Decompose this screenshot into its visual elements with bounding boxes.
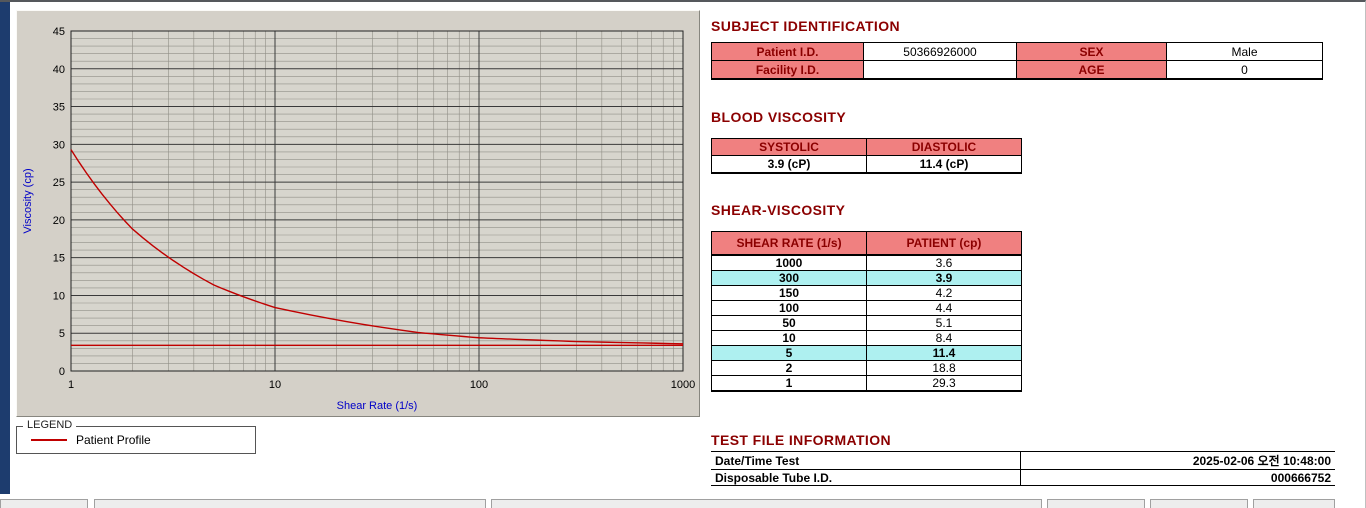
patient-id-value: 50366926000 <box>863 42 1017 61</box>
date-time-test-value: 2025-02-06 오전 10:48:00 <box>1019 451 1335 470</box>
svg-text:1: 1 <box>68 379 74 391</box>
shear-rate-value: 10 <box>711 330 867 346</box>
shear-viscosity-row: 10 8.4 <box>711 330 1022 346</box>
shear-viscosity-row: 300 3.9 <box>711 270 1022 286</box>
bottom-button[interactable] <box>1150 499 1248 508</box>
patient-cp-value: 11.4 <box>866 345 1022 361</box>
svg-text:5: 5 <box>59 328 65 340</box>
table-row: 3.9 (cP) 11.4 (cP) <box>711 155 1022 174</box>
bottom-button[interactable] <box>0 499 88 508</box>
shear-rate-value: 5 <box>711 345 867 361</box>
test-file-information-table: Date/Time Test 2025-02-06 오전 10:48:00 Di… <box>711 451 1335 486</box>
svg-text:40: 40 <box>53 64 65 76</box>
patient-cp-value: 4.4 <box>866 300 1022 316</box>
shear-rate-value: 1000 <box>711 254 867 271</box>
shear-viscosity-title: SHEAR-VISCOSITY <box>711 202 846 218</box>
bottom-button[interactable] <box>1253 499 1335 508</box>
shear-viscosity-chart: 0 5 10 15 20 25 30 35 40 45 1 10 100 1000 Viscosity (c… <box>22 26 695 412</box>
patient-id-label: Patient I.D. <box>711 42 864 61</box>
svg-text:Viscosity (cp): Viscosity (cp) <box>22 168 34 233</box>
test-file-information-title: TEST FILE INFORMATION <box>711 432 892 448</box>
shear-viscosity-row: 5 11.4 <box>711 345 1022 361</box>
table-header-row: SHEAR RATE (1/s) PATIENT (cp) <box>711 231 1022 256</box>
bottom-button[interactable] <box>94 499 486 508</box>
legend-line-sample <box>31 439 67 441</box>
svg-text:Shear Rate (1/s): Shear Rate (1/s) <box>337 400 418 412</box>
facility-id-label: Facility I.D. <box>711 60 864 80</box>
subject-identification-table: Patient I.D. 50366926000 SEX Male Facili… <box>711 42 1323 80</box>
sex-value: Male <box>1166 42 1323 61</box>
age-label: AGE <box>1016 60 1167 80</box>
shear-viscosity-table: SHEAR RATE (1/s) PATIENT (cp) 1000 3.6 300… <box>711 231 1022 392</box>
svg-text:45: 45 <box>53 26 65 38</box>
svg-text:20: 20 <box>53 215 65 227</box>
shear-rate-value: 50 <box>711 315 867 331</box>
shear-viscosity-row: 100 4.4 <box>711 300 1022 316</box>
diastolic-header: DIASTOLIC <box>866 138 1022 156</box>
patient-cp-header: PATIENT (cp) <box>866 231 1022 256</box>
shear-viscosity-row: 50 5.1 <box>711 315 1022 331</box>
disposable-tube-id-label: Disposable Tube I.D. <box>711 469 1020 486</box>
table-row: Date/Time Test 2025-02-06 오전 10:48:00 <box>711 451 1335 470</box>
shear-viscosity-row: 1000 3.6 <box>711 254 1022 271</box>
systolic-header: SYSTOLIC <box>711 138 867 156</box>
patient-cp-value: 5.1 <box>866 315 1022 331</box>
shear-rate-value: 100 <box>711 300 867 316</box>
age-value: 0 <box>1166 60 1323 80</box>
shear-rate-value: 300 <box>711 270 867 286</box>
shear-viscosity-row: 2 18.8 <box>711 360 1022 376</box>
patient-cp-value: 29.3 <box>866 375 1022 392</box>
bottom-button[interactable] <box>491 499 1042 508</box>
legend-series-label: Patient Profile <box>76 433 151 447</box>
svg-text:35: 35 <box>53 102 65 114</box>
table-row: Patient I.D. 50366926000 SEX Male <box>711 42 1323 61</box>
left-accent-strip <box>0 2 10 494</box>
viscosity-chart-panel: 0 5 10 15 20 25 30 35 40 45 1 10 100 1000 Viscosity (c… <box>16 10 700 417</box>
svg-text:15: 15 <box>53 253 65 265</box>
patient-cp-value: 3.9 <box>866 270 1022 286</box>
legend-box-label: LEGEND <box>23 419 77 431</box>
blood-viscosity-title: BLOOD VISCOSITY <box>711 109 847 125</box>
shear-rate-value: 2 <box>711 360 867 376</box>
systolic-value: 3.9 (cP) <box>711 155 867 174</box>
svg-text:10: 10 <box>53 290 65 302</box>
patient-cp-value: 3.6 <box>866 254 1022 271</box>
svg-text:0: 0 <box>59 366 65 378</box>
table-row: Facility I.D. AGE 0 <box>711 60 1323 80</box>
svg-text:10: 10 <box>269 379 281 391</box>
patient-cp-value: 4.2 <box>866 285 1022 301</box>
svg-text:100: 100 <box>470 379 488 391</box>
table-row: Disposable Tube I.D. 000666752 <box>711 469 1335 486</box>
bottom-button[interactable] <box>1047 499 1145 508</box>
blood-viscosity-table: SYSTOLIC DIASTOLIC 3.9 (cP) 11.4 (cP) <box>711 138 1022 174</box>
shear-rate-value: 150 <box>711 285 867 301</box>
svg-text:25: 25 <box>53 177 65 189</box>
date-time-test-label: Date/Time Test <box>711 451 1020 470</box>
svg-text:1000: 1000 <box>671 379 695 391</box>
shear-rate-value: 1 <box>711 375 867 392</box>
shear-rate-header: SHEAR RATE (1/s) <box>711 231 867 256</box>
patient-cp-value: 18.8 <box>866 360 1022 376</box>
sex-label: SEX <box>1016 42 1167 61</box>
svg-text:30: 30 <box>53 139 65 151</box>
shear-viscosity-row: 1 29.3 <box>711 375 1022 392</box>
disposable-tube-id-value: 000666752 <box>1019 469 1335 486</box>
subject-identification-title: SUBJECT IDENTIFICATION <box>711 18 900 34</box>
patient-cp-value: 8.4 <box>866 330 1022 346</box>
facility-id-value <box>863 60 1017 80</box>
legend-box: LEGEND Patient Profile <box>16 419 256 454</box>
table-row: SYSTOLIC DIASTOLIC <box>711 138 1022 156</box>
diastolic-value: 11.4 (cP) <box>866 155 1022 174</box>
shear-viscosity-row: 150 4.2 <box>711 285 1022 301</box>
